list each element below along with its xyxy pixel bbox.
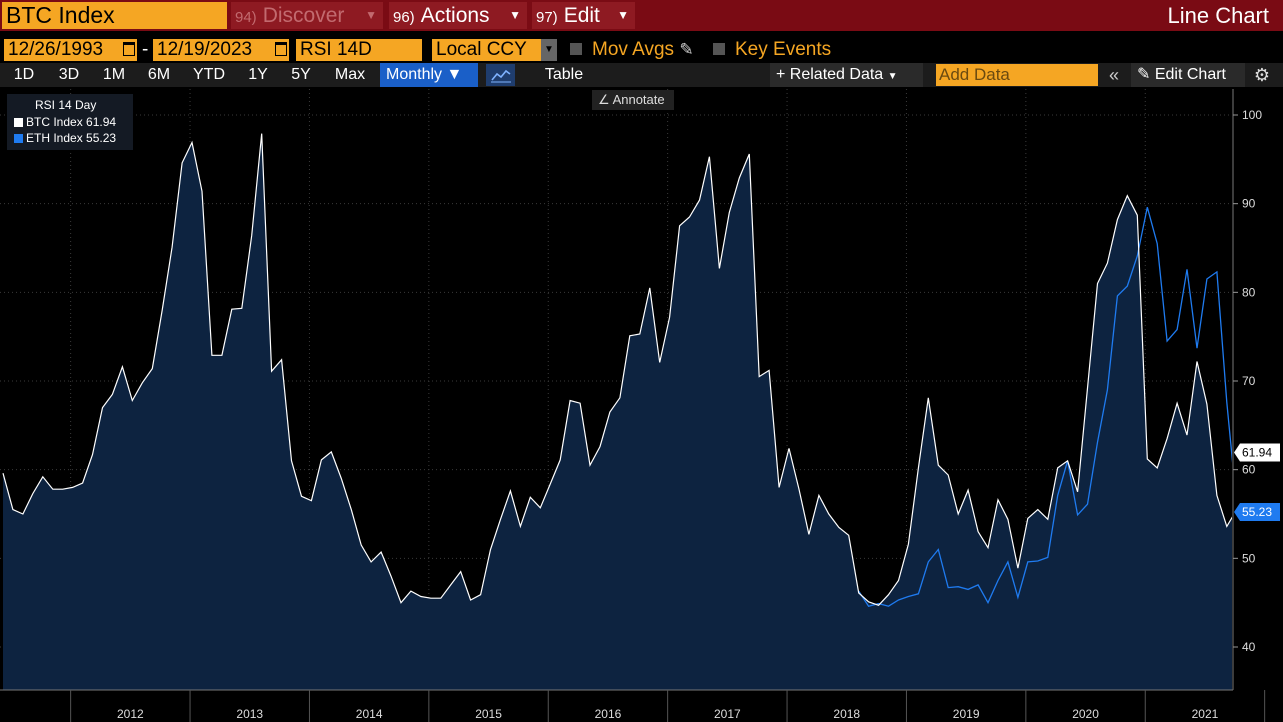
chevron-down-icon: ▼ — [887, 71, 898, 82]
chevron-down-icon: ▼ — [446, 66, 463, 83]
calendar-icon[interactable] — [275, 42, 287, 56]
start-date-field[interactable]: 12/26/1993 — [4, 39, 137, 61]
range-3d[interactable]: 3D — [58, 66, 80, 83]
chevron-down-icon[interactable]: ▼ — [541, 39, 557, 61]
x-tick-label: 2012 — [117, 707, 144, 721]
btc-area-fill — [3, 133, 1283, 690]
range-6m[interactable]: 6M — [147, 66, 171, 83]
y-tick-label: 100 — [1242, 108, 1262, 122]
y-tick-label: 40 — [1242, 640, 1256, 654]
mov-avgs-label[interactable]: Mov Avgs ✎ — [592, 38, 694, 62]
pencil-icon[interactable]: ✎ — [679, 40, 694, 59]
legend-btc-value: 61.94 — [86, 115, 117, 129]
chevron-down-icon: ▼ — [509, 8, 521, 22]
x-tick-label: 2021 — [1192, 707, 1219, 721]
discover-menu-number: 94) — [235, 9, 257, 26]
y-axis-panel — [1232, 89, 1283, 722]
x-tick-label: 2019 — [953, 707, 980, 721]
end-date-field[interactable]: 12/19/2023 — [153, 39, 289, 61]
y-tick-label: 70 — [1242, 374, 1256, 388]
chart-legend: RSI 14 Day BTC Index 61.94 ETH Index 55.… — [7, 94, 133, 150]
chevron-down-icon: ▼ — [617, 8, 629, 22]
discover-menu-label: Discover — [262, 4, 345, 27]
legend-btc-name: BTC Index — [26, 115, 83, 129]
actions-menu[interactable]: 96) Actions ▼ — [389, 2, 527, 29]
edit-chart-label: Edit Chart — [1154, 66, 1226, 83]
eth-last-value-tag: 55.23 — [1242, 505, 1272, 519]
edit-menu-label: Edit — [563, 4, 600, 27]
legend-swatch-eth — [14, 134, 23, 143]
legend-eth-name: ETH Index — [26, 131, 83, 145]
end-date-value: 12/19/2023 — [157, 39, 253, 60]
actions-menu-label: Actions — [420, 4, 490, 27]
y-tick-label: 50 — [1242, 551, 1256, 565]
pencil-icon: ✎ — [1137, 66, 1151, 83]
date-separator: - — [142, 39, 149, 60]
range-1y[interactable]: 1Y — [248, 66, 268, 83]
related-data-menu[interactable]: + Related Data ▼ — [770, 63, 923, 87]
legend-item-btc[interactable]: BTC Index 61.94 — [14, 115, 116, 129]
y-tick-label: 80 — [1242, 285, 1256, 299]
start-date-value: 12/26/1993 — [8, 39, 104, 60]
eth-series-line[interactable] — [858, 207, 1283, 634]
annotate-button[interactable]: ∠ Annotate — [592, 90, 674, 110]
range-max[interactable]: Max — [334, 66, 366, 83]
currency-value: Local CCY — [436, 39, 527, 60]
legend-item-eth[interactable]: ETH Index 55.23 — [14, 131, 116, 145]
mov-avgs-checkbox[interactable] — [570, 43, 582, 55]
legend-title: RSI 14 Day — [35, 98, 97, 112]
calendar-icon[interactable] — [123, 42, 135, 56]
x-axis-panel — [0, 690, 1283, 722]
plus-icon: + — [776, 66, 786, 83]
chevron-down-icon: ▼ — [365, 8, 377, 22]
add-data-input[interactable]: Add Data — [936, 64, 1098, 86]
x-tick-label: 2014 — [356, 707, 383, 721]
key-events-checkbox[interactable] — [713, 43, 725, 55]
annotate-label: Annotate — [612, 92, 665, 107]
edit-menu-number: 97) — [536, 9, 558, 26]
related-data-label: Related Data — [789, 66, 884, 83]
range-5y[interactable]: 5Y — [291, 66, 311, 83]
btc-series-line[interactable] — [2, 133, 1283, 638]
frequency-select[interactable]: Monthly ▼ — [380, 63, 478, 87]
btc-last-value-tag: 61.94 — [1242, 445, 1272, 459]
key-events-label[interactable]: Key Events — [735, 39, 832, 60]
range-1m[interactable]: 1M — [102, 66, 126, 83]
gear-icon[interactable]: ⚙ — [1253, 65, 1271, 85]
frequency-value: Monthly — [386, 66, 443, 83]
x-tick-label: 2016 — [595, 707, 622, 721]
edit-menu[interactable]: 97) Edit ▼ — [532, 2, 635, 29]
line-chart-plot[interactable]: 40 50 60 70 80 90 100 61.94 55.23 2012 2013 2014 201… — [0, 89, 1283, 722]
actions-menu-number: 96) — [393, 9, 415, 26]
ticker-field[interactable]: BTC Index — [2, 2, 227, 29]
y-tick-label: 90 — [1242, 197, 1256, 211]
x-tick-label: 2017 — [714, 707, 741, 721]
table-button[interactable]: Table — [544, 66, 584, 83]
chart-type-title: Line Chart — [1167, 3, 1269, 28]
range-1d[interactable]: 1D — [13, 66, 35, 83]
line-chart-icon[interactable] — [486, 64, 515, 86]
collapse-icon[interactable]: « — [1108, 65, 1119, 85]
legend-swatch-btc — [14, 118, 23, 127]
mov-avgs-text: Mov Avgs — [592, 39, 675, 60]
range-ytd[interactable]: YTD — [193, 66, 225, 83]
x-tick-label: 2015 — [475, 707, 502, 721]
study-field[interactable]: RSI 14D — [296, 39, 422, 61]
currency-select[interactable]: Local CCY ▼ — [432, 39, 557, 61]
legend-eth-value: 55.23 — [86, 131, 117, 145]
x-tick-label: 2018 — [833, 707, 860, 721]
eth-last-value-tag-bg — [1234, 502, 1280, 521]
edit-chart-button[interactable]: ✎ Edit Chart — [1131, 63, 1245, 87]
discover-menu[interactable]: 94) Discover ▼ — [231, 2, 383, 29]
btc-last-value-tag-bg — [1234, 443, 1280, 462]
pencil-icon: ∠ — [598, 92, 610, 107]
x-tick-label: 2020 — [1072, 707, 1099, 721]
y-tick-label: 60 — [1242, 463, 1256, 477]
x-tick-label: 2013 — [236, 707, 263, 721]
